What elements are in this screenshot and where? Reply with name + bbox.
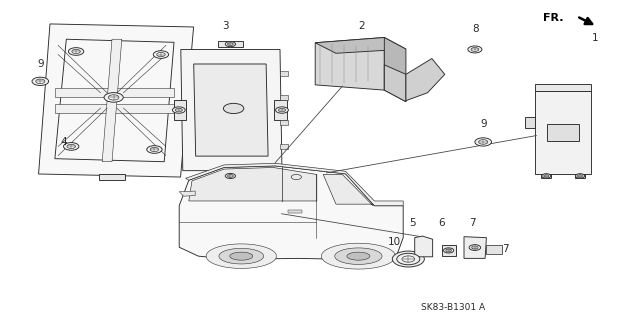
Text: 7: 7 [502, 244, 509, 254]
Bar [288, 210, 302, 213]
Polygon shape [230, 252, 253, 260]
Polygon shape [321, 243, 396, 269]
Text: 6: 6 [438, 218, 445, 228]
Circle shape [468, 46, 482, 53]
Bar [442, 245, 456, 256]
Bar [535, 91, 591, 174]
Circle shape [397, 253, 420, 265]
Polygon shape [218, 41, 243, 47]
Text: 8: 8 [472, 24, 479, 34]
Text: 5: 5 [409, 218, 415, 228]
Polygon shape [219, 249, 264, 264]
Circle shape [154, 51, 169, 58]
Polygon shape [385, 65, 406, 102]
Circle shape [32, 77, 49, 85]
Circle shape [68, 48, 84, 55]
Bar [547, 124, 579, 141]
Circle shape [475, 138, 492, 146]
Polygon shape [575, 174, 585, 178]
Polygon shape [335, 248, 382, 264]
Text: 4: 4 [61, 137, 67, 147]
Polygon shape [316, 37, 406, 53]
Polygon shape [38, 24, 193, 177]
Circle shape [469, 245, 481, 250]
Polygon shape [464, 237, 486, 258]
Polygon shape [179, 191, 195, 196]
Polygon shape [55, 104, 174, 113]
Polygon shape [525, 117, 535, 128]
Polygon shape [206, 244, 276, 268]
Circle shape [392, 251, 424, 267]
Circle shape [276, 107, 289, 113]
Polygon shape [189, 167, 317, 201]
Circle shape [225, 174, 236, 179]
Polygon shape [102, 39, 122, 162]
Text: 9: 9 [37, 59, 44, 69]
Circle shape [63, 143, 79, 150]
Polygon shape [194, 64, 268, 156]
Text: 7: 7 [469, 218, 476, 228]
Polygon shape [406, 59, 445, 100]
Bar [280, 71, 288, 76]
Circle shape [444, 248, 454, 253]
Circle shape [575, 174, 584, 178]
Polygon shape [99, 174, 125, 180]
Bar [486, 245, 502, 254]
Text: 1: 1 [592, 33, 598, 43]
Polygon shape [323, 174, 373, 206]
Polygon shape [186, 163, 403, 206]
Bar [535, 84, 591, 91]
Text: 9: 9 [480, 119, 486, 130]
Text: SK83-B1301 A: SK83-B1301 A [421, 303, 485, 312]
Text: 10: 10 [388, 237, 401, 248]
Polygon shape [316, 37, 385, 90]
Polygon shape [415, 236, 433, 257]
Text: 2: 2 [358, 20, 365, 31]
Polygon shape [541, 174, 552, 178]
Polygon shape [347, 252, 370, 260]
Circle shape [542, 174, 551, 178]
Circle shape [225, 41, 236, 47]
Polygon shape [385, 37, 406, 102]
Text: FR.: FR. [543, 12, 563, 23]
Text: 3: 3 [223, 20, 229, 31]
Polygon shape [179, 166, 403, 259]
Bar [280, 95, 288, 100]
Circle shape [223, 103, 244, 114]
Polygon shape [275, 100, 287, 120]
Polygon shape [173, 100, 186, 120]
Bar [280, 120, 288, 125]
Polygon shape [180, 49, 282, 171]
Polygon shape [55, 88, 174, 97]
Circle shape [147, 146, 162, 153]
Bar [280, 144, 288, 149]
Circle shape [104, 93, 124, 102]
Circle shape [172, 107, 185, 113]
Polygon shape [218, 173, 243, 179]
